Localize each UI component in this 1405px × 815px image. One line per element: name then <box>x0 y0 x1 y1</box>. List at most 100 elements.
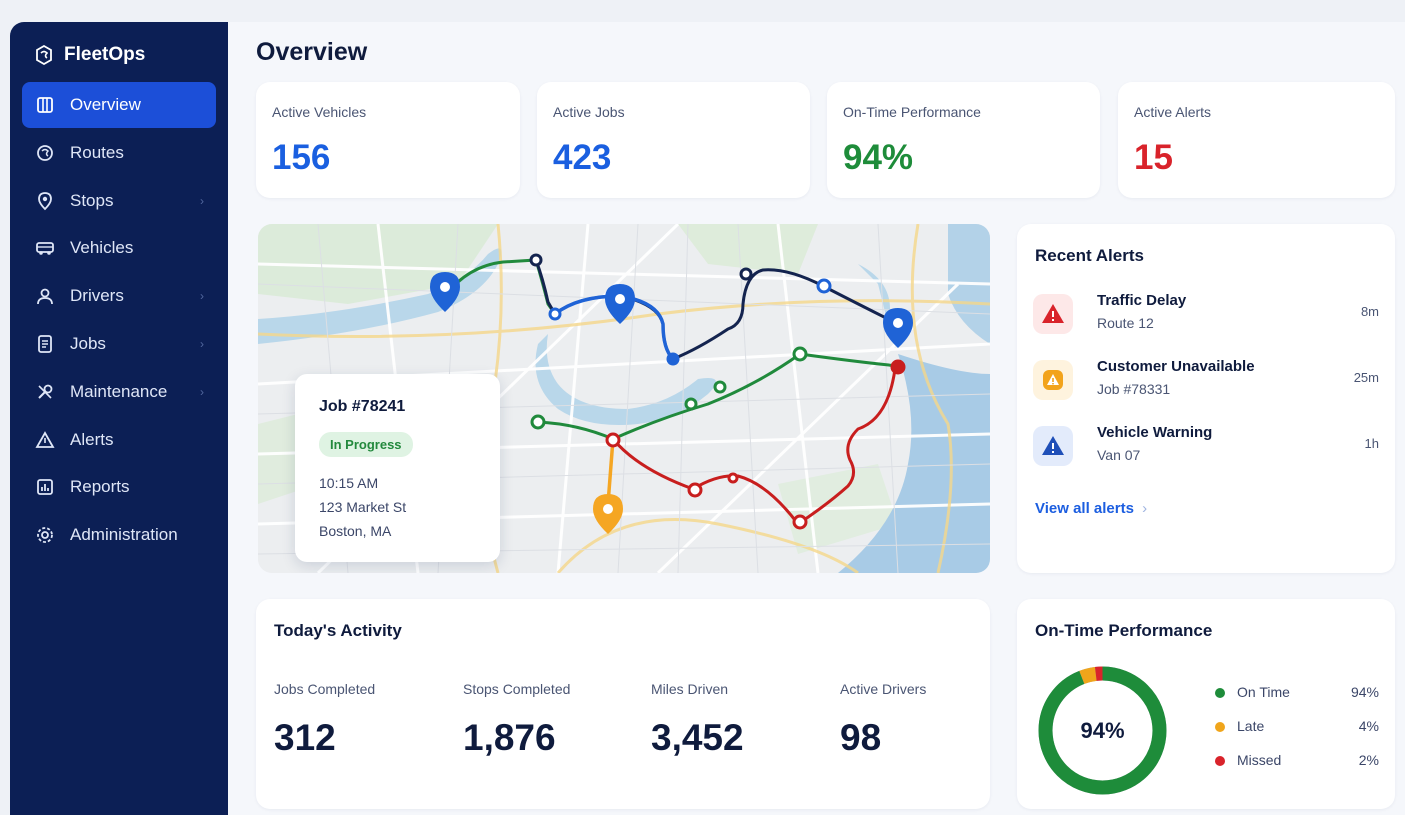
kpi-card-on-time-performance[interactable]: On-Time Performance 94% <box>827 82 1100 198</box>
view-all-alerts-link[interactable]: View all alerts › <box>1035 500 1147 517</box>
alert-time: 25m <box>1353 370 1379 385</box>
activity-value: 312 <box>274 717 336 758</box>
drivers-icon <box>34 285 56 307</box>
activity-value: 1,876 <box>463 717 556 758</box>
job-popup-card[interactable]: Job #78241 In Progress 10:15 AM 123 Mark… <box>295 374 500 562</box>
sidebar-item-label: Maintenance <box>70 381 168 401</box>
legend-name: On Time <box>1237 684 1290 700</box>
sidebar-item-label: Administration <box>70 525 178 545</box>
kpi-card-active-jobs[interactable]: Active Jobs 423 <box>537 82 810 198</box>
legend-dot <box>1215 688 1225 698</box>
sidebar-item-label: Reports <box>70 477 130 497</box>
activity-label: Jobs Completed <box>274 681 376 697</box>
jobs-icon <box>34 333 56 355</box>
map-pin-icon <box>430 272 913 534</box>
alert-time: 1h <box>1364 436 1379 451</box>
legend-dot <box>1215 722 1225 732</box>
sidebar-item-administration[interactable]: Administration <box>22 512 216 558</box>
activity-value: 98 <box>840 717 882 758</box>
sidebar-item-overview[interactable]: Overview <box>22 82 216 128</box>
todays-activity-title: Today's Activity <box>274 621 402 640</box>
legend-pct: 4% <box>1358 718 1379 734</box>
sidebar-nav: Overview Routes Stops › Vehicles Drivers › Jobs… <box>10 82 228 558</box>
warning-icon <box>1033 426 1073 466</box>
alert-item-customer-unavailable[interactable]: Customer Unavailable Job #78331 25m <box>1033 358 1379 404</box>
alert-title: Vehicle Warning <box>1097 424 1213 441</box>
chevron-right-icon: › <box>200 193 204 208</box>
sidebar-item-alerts[interactable]: Alerts <box>22 417 216 463</box>
sidebar-item-vehicles[interactable]: Vehicles <box>22 225 216 271</box>
kpi-label: Active Vehicles <box>272 104 367 120</box>
activity-stat-stops-completed: Stops Completed 1,876 <box>463 681 570 759</box>
overview-icon <box>34 94 56 116</box>
legend-item-on-time: On Time 94% <box>1215 683 1379 703</box>
activity-stat-jobs-completed: Jobs Completed 312 <box>274 681 375 759</box>
legend-pct: 94% <box>1350 684 1379 700</box>
vehicles-icon <box>34 237 56 259</box>
view-all-label: View all alerts <box>1035 500 1134 517</box>
chevron-right-icon: › <box>1142 500 1148 517</box>
chevron-right-icon: › <box>200 384 204 399</box>
reports-icon <box>34 476 56 498</box>
alert-subtitle: Van 07 <box>1097 447 1141 463</box>
kpi-value: 423 <box>553 138 612 177</box>
alert-item-vehicle-warning[interactable]: Vehicle Warning Van 07 1h <box>1033 424 1379 470</box>
legend-pct: 2% <box>1358 752 1379 768</box>
sidebar-item-label: Overview <box>70 95 141 114</box>
kpi-value: 94% <box>843 138 914 177</box>
job-title: Job #78241 <box>319 398 406 415</box>
sidebar-item-label: Stops <box>70 190 114 210</box>
sidebar-item-maintenance[interactable]: Maintenance › <box>22 369 216 415</box>
page-title: Overview <box>256 38 368 66</box>
alert-time: 8m <box>1360 304 1379 319</box>
job-time: 10:15 AM <box>319 475 379 491</box>
alerts-icon <box>34 429 56 451</box>
brand[interactable]: FleetOps <box>10 42 228 68</box>
on-time-donut-chart <box>1038 666 1167 795</box>
kpi-label: Active Alerts <box>1134 104 1212 120</box>
legend-name: Late <box>1237 718 1265 734</box>
kpi-card-active-alerts[interactable]: Active Alerts 15 <box>1118 82 1395 198</box>
routes-icon <box>34 142 56 164</box>
administration-icon <box>34 524 56 546</box>
warning-icon <box>1033 294 1073 334</box>
donut-center-value: 94% <box>1080 717 1125 743</box>
alert-item-traffic-delay[interactable]: Traffic Delay Route 12 8m <box>1033 292 1379 338</box>
sidebar-item-jobs[interactable]: Jobs › <box>22 321 216 367</box>
alert-title: Customer Unavailable <box>1097 358 1255 375</box>
kpi-card-active-vehicles[interactable]: Active Vehicles 156 <box>256 82 520 198</box>
chevron-right-icon: › <box>200 289 204 304</box>
kpi-value: 156 <box>272 138 331 177</box>
recent-alerts-panel: Recent Alerts Traffic Delay Route 12 8m … <box>1017 224 1395 573</box>
sidebar-item-drivers[interactable]: Drivers › <box>22 273 216 319</box>
warning-icon <box>1033 360 1073 400</box>
sidebar-item-reports[interactable]: Reports <box>22 464 216 510</box>
activity-value: 3,452 <box>651 717 744 758</box>
sidebar: FleetOps Overview Routes Stops › Vehicles Dri… <box>10 22 228 815</box>
sidebar-item-stops[interactable]: Stops › <box>22 178 216 224</box>
job-address-line1: 123 Market St <box>319 499 407 515</box>
activity-stat-miles-driven: Miles Driven 3,452 <box>651 681 744 759</box>
sidebar-item-label: Alerts <box>70 429 114 449</box>
legend-name: Missed <box>1237 752 1282 768</box>
sidebar-item-label: Jobs <box>70 333 106 353</box>
sidebar-item-routes[interactable]: Routes <box>22 130 216 176</box>
donut-segment-missed <box>1038 666 1167 795</box>
sidebar-item-label: Routes <box>70 142 124 162</box>
chevron-right-icon: › <box>200 336 204 351</box>
activity-label: Miles Driven <box>651 681 729 697</box>
kpi-label: Active Jobs <box>553 104 625 120</box>
kpi-value: 15 <box>1134 138 1173 177</box>
legend-dot <box>1215 756 1225 766</box>
recent-alerts-title: Recent Alerts <box>1035 246 1144 265</box>
job-address-line2: Boston, MA <box>319 523 392 539</box>
main-content: Overview Active Vehicles 156 Active Jobs… <box>228 22 1405 815</box>
brand-name: FleetOps <box>64 44 146 65</box>
alert-title: Traffic Delay <box>1097 292 1187 309</box>
stops-icon <box>34 190 56 212</box>
activity-label: Stops Completed <box>463 681 571 697</box>
route-map[interactable]: Job #78241 In Progress 10:15 AM 123 Mark… <box>258 224 990 573</box>
sidebar-item-label: Drivers <box>70 286 124 306</box>
on-time-performance-panel: On-Time Performance 94% On Time 94% Late… <box>1017 599 1395 809</box>
todays-activity-panel: Today's Activity Jobs Completed 312 Stop… <box>256 599 990 809</box>
